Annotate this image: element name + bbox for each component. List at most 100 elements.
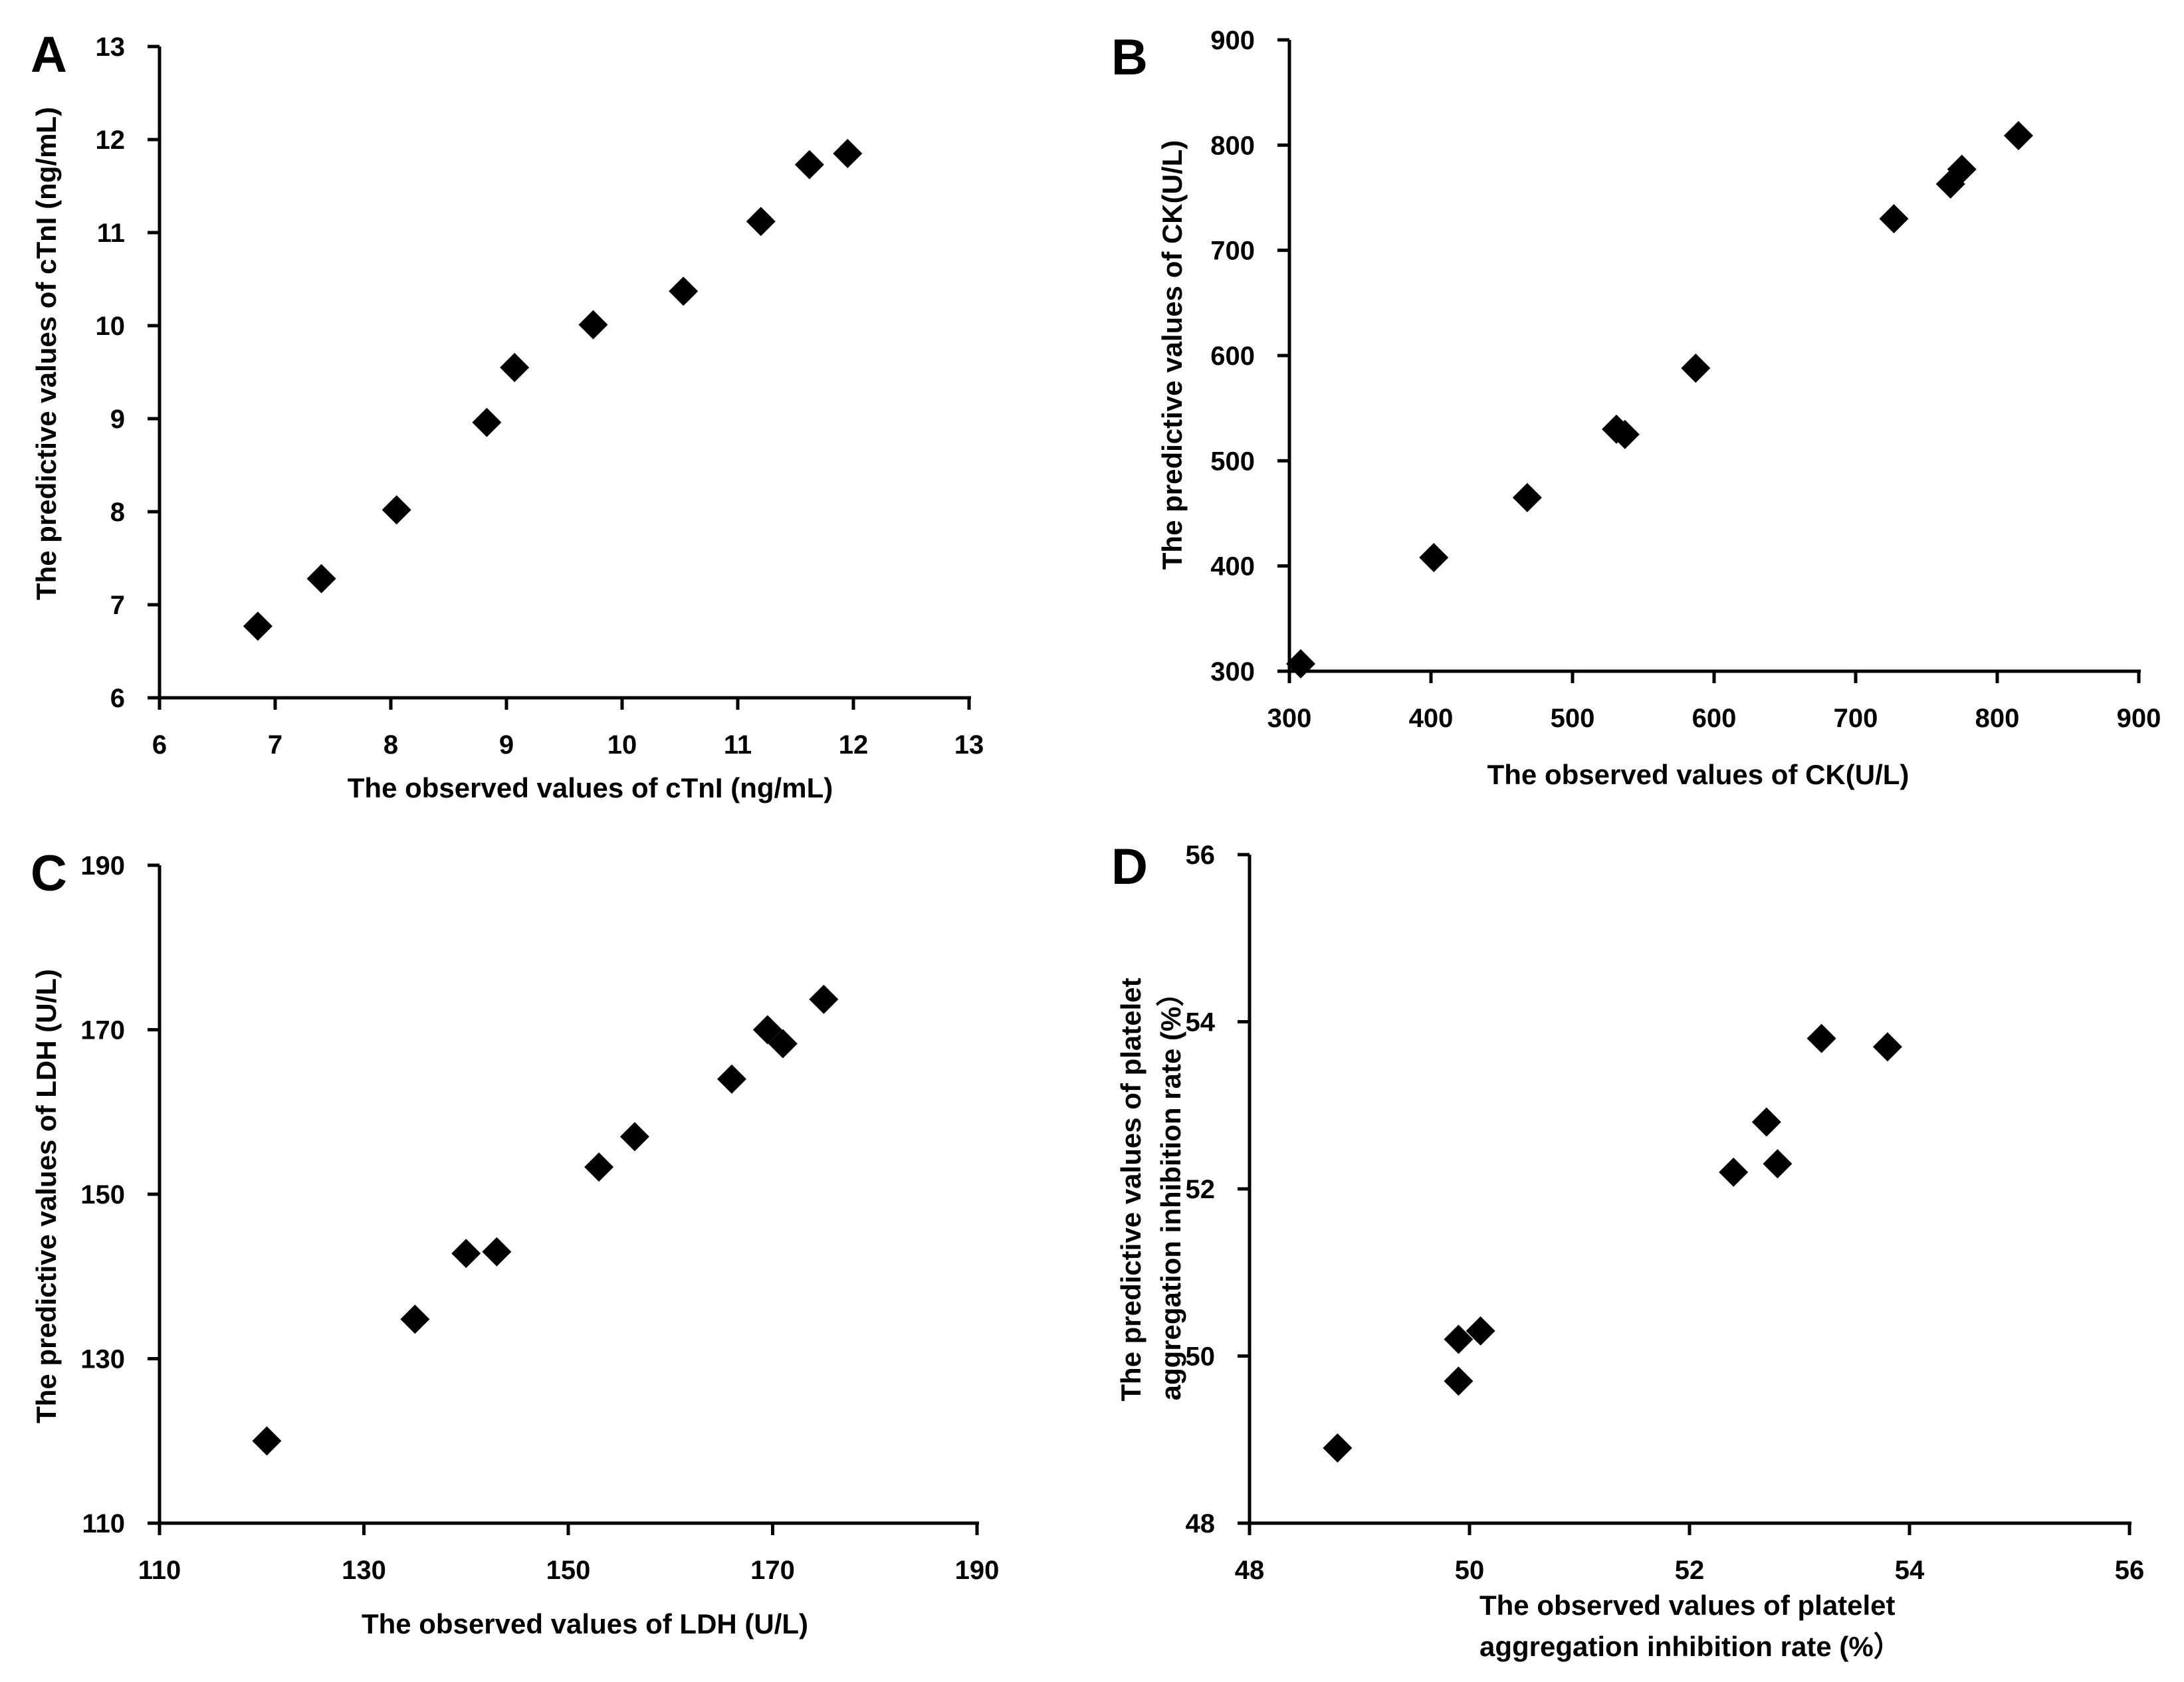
- y-tick-label-b: 300: [1210, 657, 1255, 686]
- y-axis-label-c: The predictive values of LDH (U/L): [31, 969, 62, 1423]
- y-tick-label-d: 54: [1186, 1008, 1216, 1037]
- x-tick-label-a: 9: [499, 730, 514, 760]
- data-point-d: [1444, 1324, 1474, 1354]
- x-tick-label-a: 10: [607, 730, 637, 760]
- y-tick-label-c: 130: [80, 1345, 125, 1374]
- y-tick-label-d: 52: [1186, 1175, 1216, 1204]
- x-tick-label-c: 190: [955, 1556, 1000, 1585]
- x-axis-label-c: The observed values of LDH (U/L): [362, 1608, 808, 1639]
- data-point-a: [794, 150, 824, 179]
- x-axis-label-d-line1: The observed values of platelet: [1479, 1590, 1896, 1621]
- x-tick-label-a: 6: [152, 730, 167, 760]
- x-tick-label-a: 8: [383, 730, 398, 760]
- y-tick-label-b: 600: [1210, 342, 1255, 371]
- y-tick-label-a: 8: [110, 498, 125, 527]
- x-tick-label-b: 500: [1551, 704, 1595, 733]
- y-tick-label-c: 190: [80, 851, 125, 881]
- x-tick-label-b: 700: [1834, 704, 1878, 733]
- y-tick-label-a: 6: [110, 684, 125, 713]
- x-tick-label-a: 7: [268, 730, 282, 760]
- y-tick-label-b: 900: [1210, 26, 1255, 55]
- panel-letter-d: D: [1111, 839, 1148, 895]
- panel-b: B 300 400 500 600 700 800 900 300 400 500 600 700 80…: [1111, 26, 2161, 790]
- y-tick-label-a: 10: [96, 312, 126, 341]
- data-point-b: [1286, 649, 1316, 679]
- data-point-c: [252, 1426, 282, 1456]
- data-point-c: [482, 1237, 512, 1267]
- data-point-b: [2003, 121, 2033, 151]
- data-point-b: [1681, 354, 1711, 383]
- y-tick-label-b: 500: [1210, 447, 1255, 476]
- x-tick-label-d: 56: [2115, 1556, 2145, 1585]
- y-tick-label-b: 700: [1210, 237, 1255, 266]
- x-tick-label-d: 50: [1455, 1556, 1485, 1585]
- data-point-a: [746, 207, 776, 237]
- x-tick-label-c: 130: [342, 1556, 386, 1585]
- data-point-c: [717, 1064, 746, 1094]
- data-point-d: [1466, 1316, 1495, 1346]
- data-point-b: [1610, 419, 1640, 449]
- plot-area-a: 6 7 8 9 10 11 12 13 6 7 8 9 10 11 12 13: [96, 33, 984, 760]
- y-tick-label-a: 9: [110, 405, 125, 434]
- data-point-a: [382, 495, 411, 525]
- x-tick-label-a: 12: [839, 730, 869, 760]
- data-point-c: [752, 1015, 782, 1045]
- data-point-d: [1751, 1107, 1781, 1137]
- x-tick-label-a: 13: [954, 730, 984, 760]
- y-tick-label-b: 800: [1210, 131, 1255, 160]
- panel-letter-a: A: [31, 27, 67, 83]
- data-point-d: [1444, 1366, 1474, 1396]
- data-point-c: [584, 1152, 614, 1182]
- data-point-b: [1879, 204, 1909, 234]
- x-tick-label-c: 110: [138, 1556, 181, 1585]
- y-tick-label-c: 110: [82, 1509, 125, 1538]
- x-axis-label-a: The observed values of cTnI (ng/mL): [348, 772, 833, 803]
- data-point-d: [1719, 1157, 1749, 1187]
- x-tick-label-b: 600: [1692, 704, 1737, 733]
- x-axis-label-b: The observed values of CK(U/L): [1487, 759, 1910, 790]
- y-tick-label-d: 48: [1186, 1509, 1216, 1538]
- y-axis-label-b: The predictive values of CK(U/L): [1156, 140, 1188, 570]
- x-tick-label-b: 400: [1409, 704, 1454, 733]
- data-point-a: [669, 276, 699, 306]
- data-point-a: [578, 310, 608, 340]
- data-point-b: [1935, 169, 1965, 199]
- x-tick-label-d: 54: [1895, 1556, 1925, 1585]
- y-axis-label-d-line2: aggregation inhibition rate (%）: [1155, 979, 1186, 1401]
- data-point-c: [400, 1305, 430, 1334]
- data-point-d: [1872, 1032, 1902, 1062]
- x-tick-label-c: 170: [750, 1556, 795, 1585]
- x-tick-label-c: 150: [546, 1556, 591, 1585]
- data-point-b: [1419, 543, 1449, 572]
- y-axis-label-a: The predictive values of cTnI (ng/mL): [31, 107, 62, 600]
- data-point-c: [768, 1029, 798, 1059]
- x-tick-label-a: 11: [724, 730, 752, 760]
- x-tick-label-b: 800: [1975, 704, 2020, 733]
- panel-letter-b: B: [1111, 29, 1148, 86]
- y-tick-label-a: 13: [96, 33, 126, 62]
- x-tick-label-b: 900: [2117, 704, 2161, 733]
- panel-d: D 48 50 52 54 56 48 50 52 54 56 The observed valu…: [1111, 839, 2144, 1662]
- y-tick-label-a: 7: [110, 591, 125, 620]
- y-tick-label-c: 170: [80, 1016, 125, 1045]
- y-tick-label-a: 12: [96, 126, 126, 155]
- plot-area-d: 48 50 52 54 56 48 50 52 54 56: [1186, 841, 2145, 1585]
- data-point-b: [1512, 482, 1542, 512]
- data-point-a: [472, 407, 502, 437]
- panel-c: C 110 130 150 170 190 110 130 150 170 190 The obs…: [31, 845, 999, 1639]
- data-point-c: [619, 1122, 649, 1152]
- y-tick-label-d: 50: [1186, 1342, 1216, 1372]
- x-tick-label-d: 52: [1675, 1556, 1705, 1585]
- y-axis-label-d-line1: The predictive values of platelet: [1115, 978, 1147, 1401]
- data-point-d: [1763, 1149, 1793, 1179]
- data-point-a: [833, 139, 863, 168]
- x-tick-label-b: 300: [1267, 704, 1312, 733]
- data-point-a: [500, 353, 530, 382]
- data-point-b: [1947, 154, 1977, 184]
- data-point-a: [306, 564, 336, 593]
- x-axis-label-d-line2: aggregation inhibition rate (%）: [1479, 1631, 1902, 1662]
- plot-area-b: 300 400 500 600 700 800 900 300 400 500 600 700 800 9…: [1210, 26, 2161, 733]
- y-tick-label-a: 11: [97, 219, 125, 248]
- data-point-a: [243, 611, 273, 641]
